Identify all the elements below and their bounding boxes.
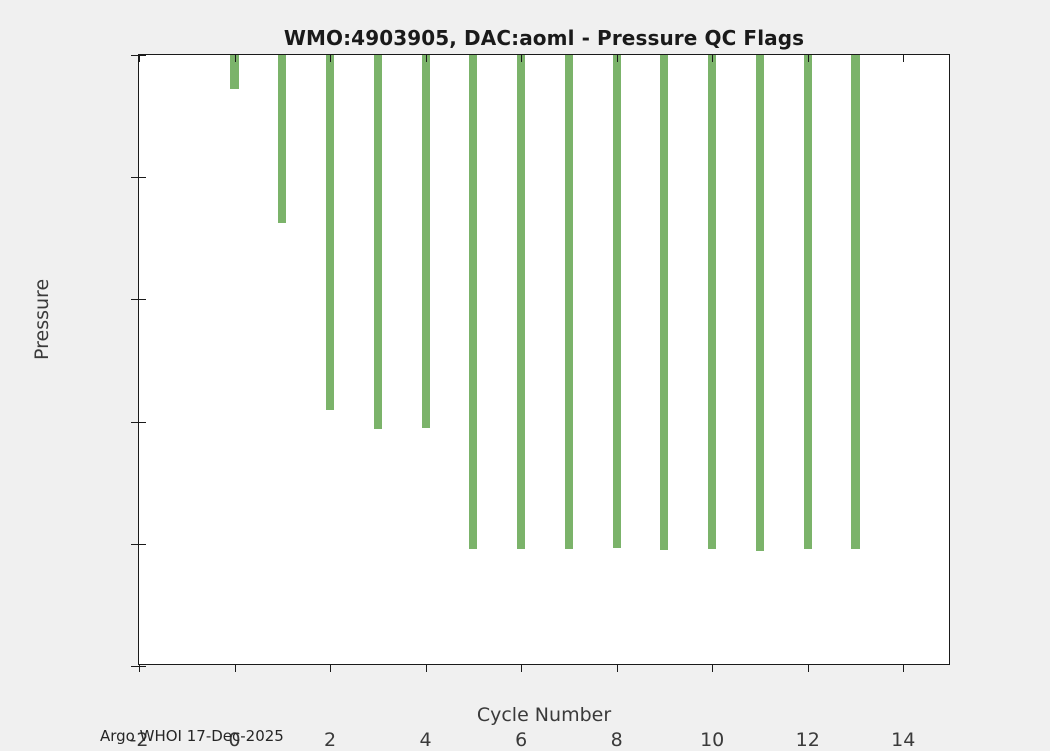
x-tick-inner-2 xyxy=(330,55,332,62)
x-tick-0 xyxy=(234,664,236,672)
y-tick-0 xyxy=(131,55,139,56)
x-tick-inner-6 xyxy=(521,55,523,62)
y-tick-1000 xyxy=(131,299,139,301)
chart-title: WMO:4903905, DAC:aoml - Pressure QC Flag… xyxy=(283,26,805,50)
bar-cycle-13 xyxy=(851,55,860,550)
bar-cycle-2 xyxy=(325,55,335,411)
y-tick-inner-0 xyxy=(139,55,146,56)
x-tick-2 xyxy=(330,664,332,672)
y-tick-inner-2500 xyxy=(139,666,146,667)
bar-cycle-8 xyxy=(612,55,621,549)
bar-cycle-3 xyxy=(373,55,382,429)
x-tick-inner-10 xyxy=(712,55,714,62)
x-tick-label-4: 4 xyxy=(419,729,432,751)
bar-cycle-6 xyxy=(517,55,526,550)
x-tick-inner-4 xyxy=(425,55,427,62)
bar-cycle-7 xyxy=(564,55,573,550)
y-tick-2500 xyxy=(131,666,139,667)
x-tick-6 xyxy=(521,664,523,672)
x-axis-title: Cycle Number xyxy=(476,704,612,726)
bar-cycle-4 xyxy=(421,55,430,429)
bar-cycle-0 xyxy=(230,55,239,89)
x-tick-12 xyxy=(807,664,809,672)
x-tick-label-10: 10 xyxy=(700,729,725,751)
x-tick-inner-0 xyxy=(234,55,236,62)
x-tick-label--2: -2 xyxy=(129,729,149,751)
x-tick-label-12: 12 xyxy=(795,729,820,751)
plot-area xyxy=(139,55,949,664)
x-tick-label-8: 8 xyxy=(610,729,623,751)
y-tick-inner-2000 xyxy=(139,543,146,545)
bar-cycle-12 xyxy=(803,55,812,549)
bar-cycle-1 xyxy=(278,55,287,224)
x-tick-inner-12 xyxy=(807,55,809,62)
bar-cycle-11 xyxy=(755,55,764,551)
x-tick-label-14: 14 xyxy=(891,729,916,751)
x-tick-4 xyxy=(425,664,427,672)
y-axis-title: Pressure xyxy=(31,278,53,360)
bar-cycle-5 xyxy=(469,55,478,549)
x-tick-inner--2 xyxy=(139,55,140,62)
footer-credit: Argo WHOI 17-Dec-2025 xyxy=(100,727,284,745)
y-tick-2000 xyxy=(131,543,139,545)
x-tick-inner-14 xyxy=(903,55,905,62)
y-tick-inner-500 xyxy=(139,177,146,179)
y-tick-inner-1500 xyxy=(139,421,146,423)
y-tick-1500 xyxy=(131,421,139,423)
y-tick-500 xyxy=(131,177,139,179)
x-tick-14 xyxy=(903,664,905,672)
x-tick-label-6: 6 xyxy=(515,729,528,751)
x-tick-label-2: 2 xyxy=(324,729,337,751)
x-tick--2 xyxy=(139,664,140,672)
x-tick-inner-8 xyxy=(616,55,618,62)
x-tick-8 xyxy=(616,664,618,672)
bar-cycle-9 xyxy=(660,55,669,550)
x-tick-label-0: 0 xyxy=(228,729,241,751)
x-tick-10 xyxy=(712,664,714,672)
y-tick-inner-1000 xyxy=(139,299,146,301)
bar-cycle-10 xyxy=(708,55,717,550)
